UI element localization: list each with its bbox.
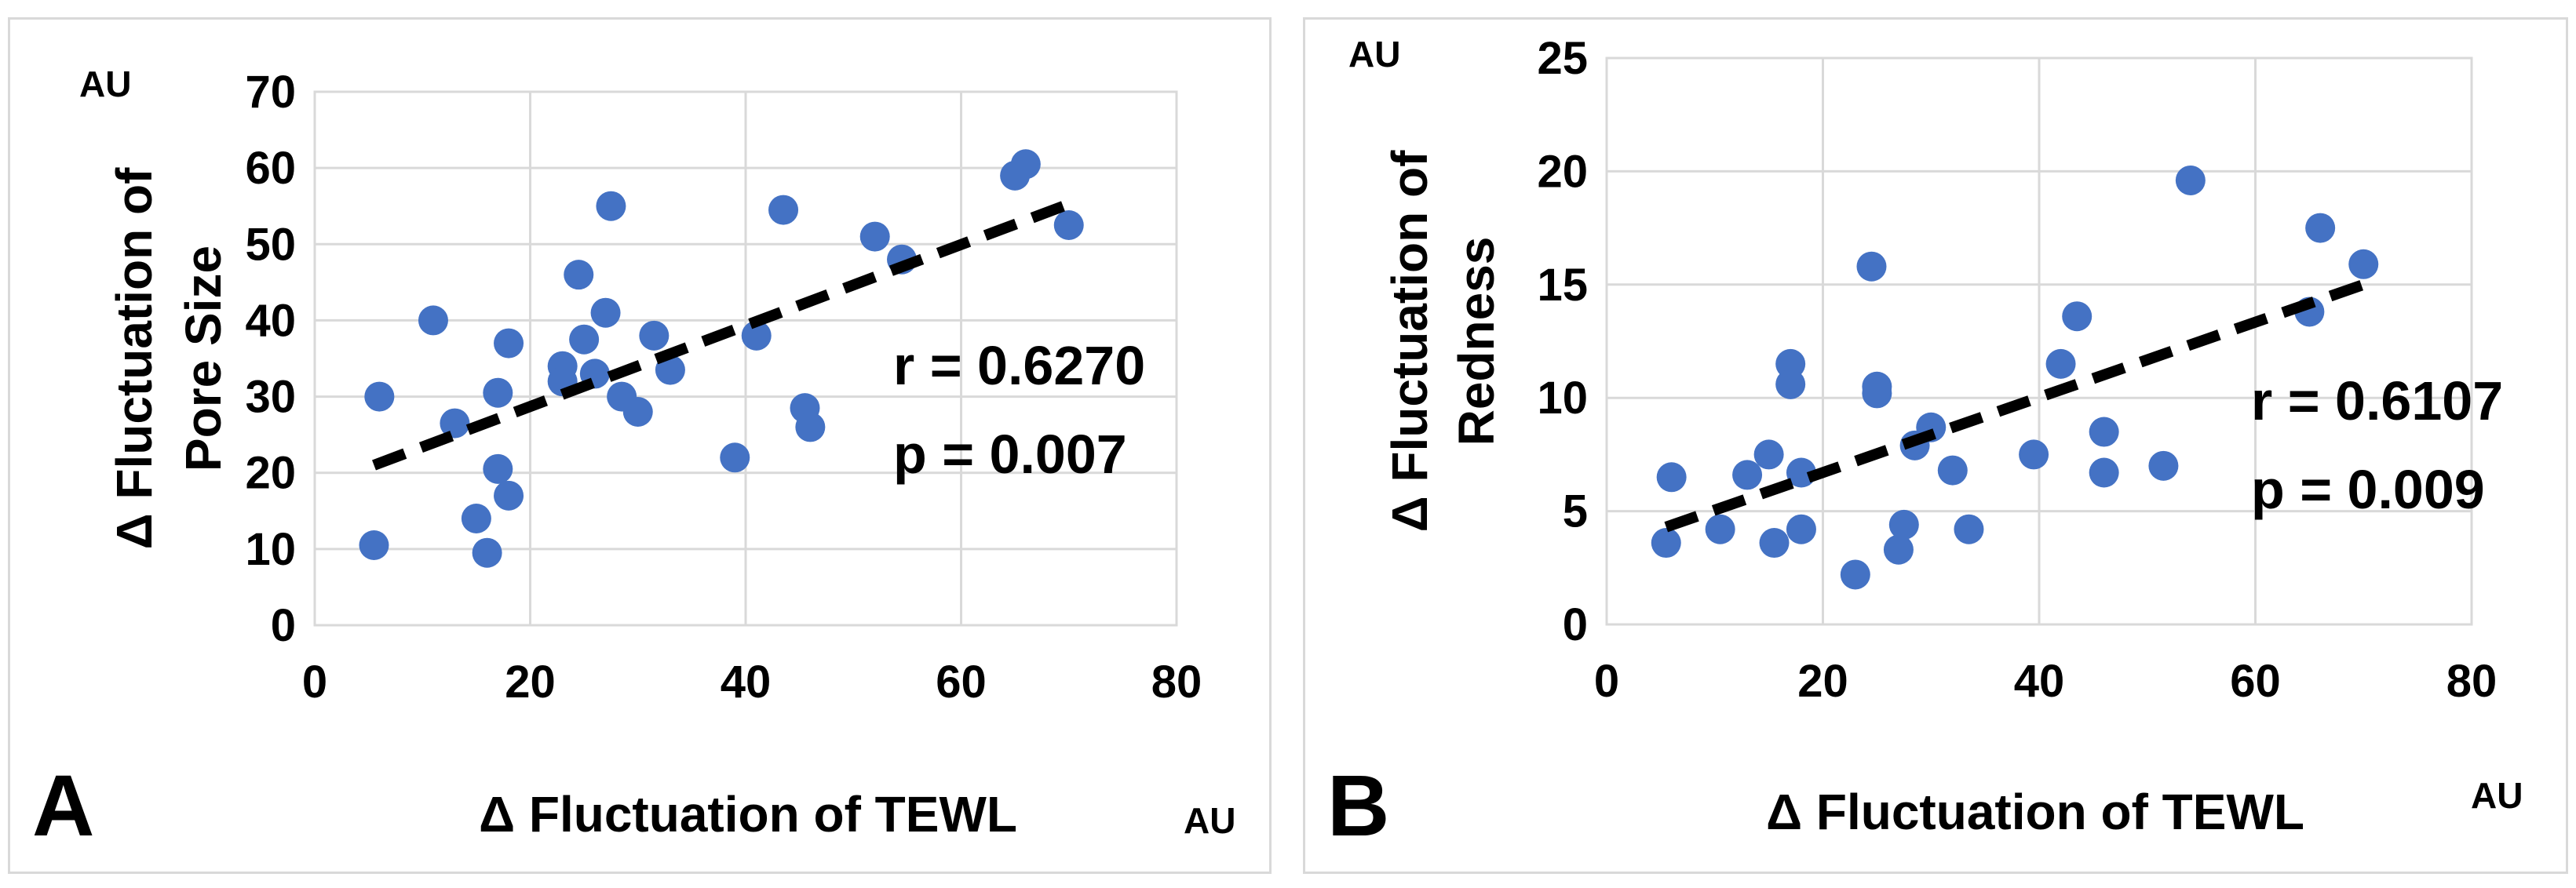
- correlation-r-label: r = 0.6107: [2251, 370, 2503, 431]
- data-point: [590, 297, 621, 328]
- data-point: [418, 305, 448, 336]
- y-tick-label: 0: [271, 600, 296, 651]
- y-axis-title-line: Redness: [1448, 237, 1505, 446]
- data-point: [1656, 462, 1687, 493]
- data-point: [2348, 249, 2379, 279]
- chart-panel-a: 0 10 20 30 40 50 60 70 0 20 40 60 80 r = 0.6270 p = 0.…: [8, 17, 1272, 874]
- data-point: [364, 381, 395, 412]
- trendline: [372, 201, 1066, 471]
- data-point: [1883, 534, 1914, 565]
- y-tick-label: 60: [245, 143, 296, 194]
- y-tick-label: 0: [1563, 599, 1588, 650]
- p-value-label: p = 0.009: [2251, 459, 2485, 520]
- panel-label: B: [1327, 758, 1389, 854]
- data-point: [1705, 514, 1735, 544]
- chart-panel-b: 0 5 10 15 20 25 0 20 40 60 80 r = 0.6107 p = 0.009 Δ …: [1303, 17, 2568, 874]
- data-point: [2089, 417, 2119, 447]
- y-axis-title-line: Pore Size: [175, 246, 232, 471]
- plot-area-frame: [313, 90, 1178, 627]
- data-point: [1753, 439, 1784, 470]
- data-point: [1759, 528, 1790, 559]
- data-point: [639, 320, 670, 351]
- data-point: [440, 408, 470, 439]
- data-point: [720, 442, 750, 473]
- y-tick-label: 30: [245, 372, 296, 423]
- data-point: [1775, 369, 1806, 399]
- y-tick-label: 10: [245, 524, 296, 575]
- x-tick-label: 20: [1797, 656, 1848, 707]
- y-tick-label: 40: [245, 295, 296, 346]
- y-tick-label: 25: [1537, 33, 1588, 84]
- data-point: [569, 324, 600, 355]
- data-point: [1840, 559, 1870, 590]
- y-tick-label: 20: [1537, 146, 1588, 197]
- data-point: [2148, 450, 2179, 481]
- data-point: [1053, 210, 1084, 240]
- y-tick-label: 50: [245, 219, 296, 270]
- x-tick-label: 0: [302, 657, 327, 708]
- y-tick-label: 15: [1537, 260, 1588, 311]
- y-tick-label: 70: [245, 67, 296, 118]
- data-point: [1732, 460, 1763, 490]
- x-tick-label: 60: [2230, 656, 2281, 707]
- data-point: [622, 397, 653, 427]
- data-point: [1786, 514, 1816, 544]
- y-tick-label: 5: [1563, 486, 1588, 537]
- data-point: [1954, 514, 1984, 544]
- data-point: [1651, 528, 1681, 559]
- data-point: [768, 195, 799, 225]
- x-tick-label: 40: [2014, 656, 2065, 707]
- data-point: [1010, 149, 1041, 180]
- data-point: [2019, 439, 2049, 470]
- x-tick-label: 0: [1594, 656, 1619, 707]
- x-axis-title: Δ Fluctuation of TEWL: [1766, 784, 2304, 840]
- x-tick-label: 80: [1151, 657, 1202, 708]
- y-tick-label: 20: [245, 448, 296, 499]
- plot-area-frame: [1605, 56, 2473, 626]
- x-axis-title: Δ Fluctuation of TEWL: [479, 786, 1017, 843]
- data-point: [564, 260, 594, 290]
- data-point: [494, 328, 524, 358]
- data-point: [483, 453, 513, 484]
- data-point: [461, 504, 491, 533]
- data-point: [596, 191, 626, 221]
- data-point: [2045, 348, 2076, 379]
- data-point: [483, 377, 513, 408]
- x-tick-label: 20: [505, 657, 556, 708]
- data-point: [2175, 165, 2206, 195]
- data-point: [1888, 509, 1919, 540]
- y-axis-title-line: Δ Fluctuation of: [1381, 150, 1438, 533]
- y-axis-title-line: Δ Fluctuation of: [106, 167, 162, 550]
- data-point: [741, 320, 772, 351]
- y-axis-unit: AU: [1348, 34, 1400, 75]
- data-point: [2062, 301, 2093, 332]
- x-tick-label: 60: [936, 657, 987, 708]
- data-point: [494, 480, 524, 511]
- trendline: [1664, 279, 2366, 533]
- data-point: [1775, 348, 1806, 379]
- data-point: [1856, 251, 1887, 282]
- data-point: [1937, 455, 1968, 486]
- x-tick-label: 40: [721, 657, 772, 708]
- correlation-r-label: r = 0.6270: [893, 335, 1145, 396]
- x-axis-unit: AU: [1184, 800, 1235, 841]
- y-axis-unit: AU: [79, 64, 131, 104]
- scatter-chart-b: 0 5 10 15 20 25 0 20 40 60 80 r = 0.6107 p = 0.009 Δ …: [1327, 33, 2523, 854]
- y-tick-label: 10: [1537, 373, 1588, 424]
- data-point: [795, 412, 826, 442]
- data-point: [1786, 457, 1816, 488]
- scatter-chart-a: 0 10 20 30 40 50 60 70 0 20 40 60 80 r = 0.6270 p = 0.…: [32, 64, 1235, 854]
- data-point: [359, 530, 389, 560]
- data-point: [859, 221, 890, 252]
- x-axis-unit: AU: [2471, 775, 2523, 816]
- data-point: [472, 537, 502, 568]
- data-point: [2305, 213, 2336, 243]
- panel-label: A: [32, 758, 94, 854]
- data-point: [2089, 457, 2119, 488]
- x-tick-label: 80: [2446, 656, 2498, 707]
- data-point: [1862, 378, 1892, 409]
- p-value-label: p = 0.007: [893, 424, 1127, 485]
